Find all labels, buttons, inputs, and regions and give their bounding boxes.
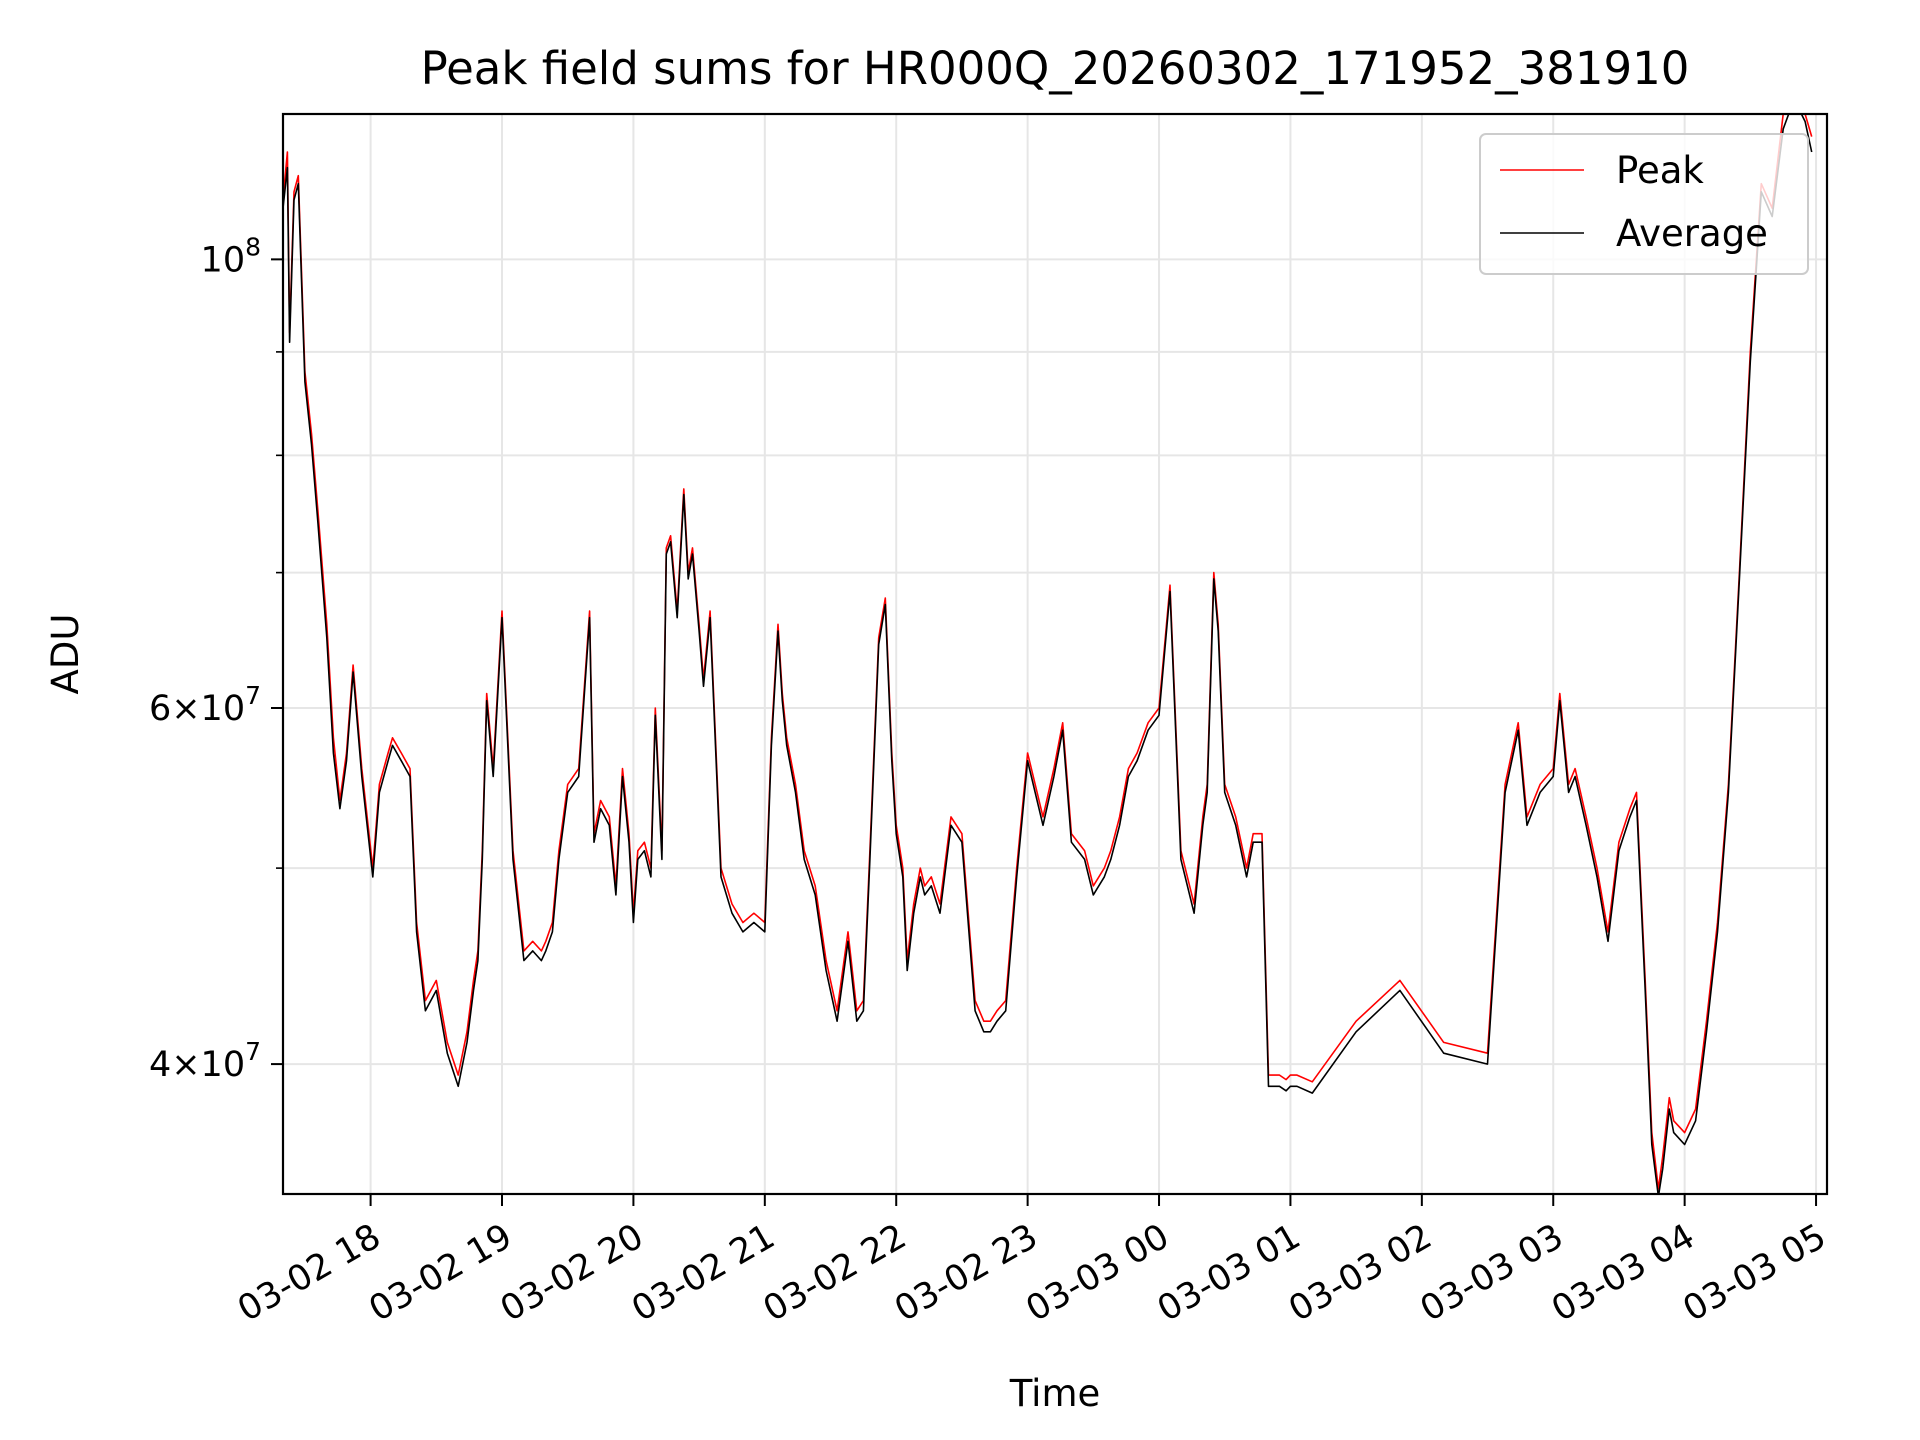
average-series-line [283,114,1813,1194]
chart-title: Peak field sums for HR000Q_20260302_1719… [421,42,1690,95]
y-axis-label: ADU [44,614,87,695]
y-tick-label: 108 [201,232,261,280]
plot-area [283,114,1813,1194]
x-axis-label: Time [1009,1372,1101,1415]
axes-frame [281,112,1829,1196]
legend-average-label: Average [1616,212,1768,255]
y-tick-label: 6×107 [149,681,261,729]
legend: Peak Average [1479,133,1809,275]
legend-peak-label: Peak [1616,149,1704,192]
legend-box [1479,133,1809,275]
y-axis: 4×107 6×107 108 [149,232,283,1085]
y-tick-label: 4×107 [149,1037,261,1085]
